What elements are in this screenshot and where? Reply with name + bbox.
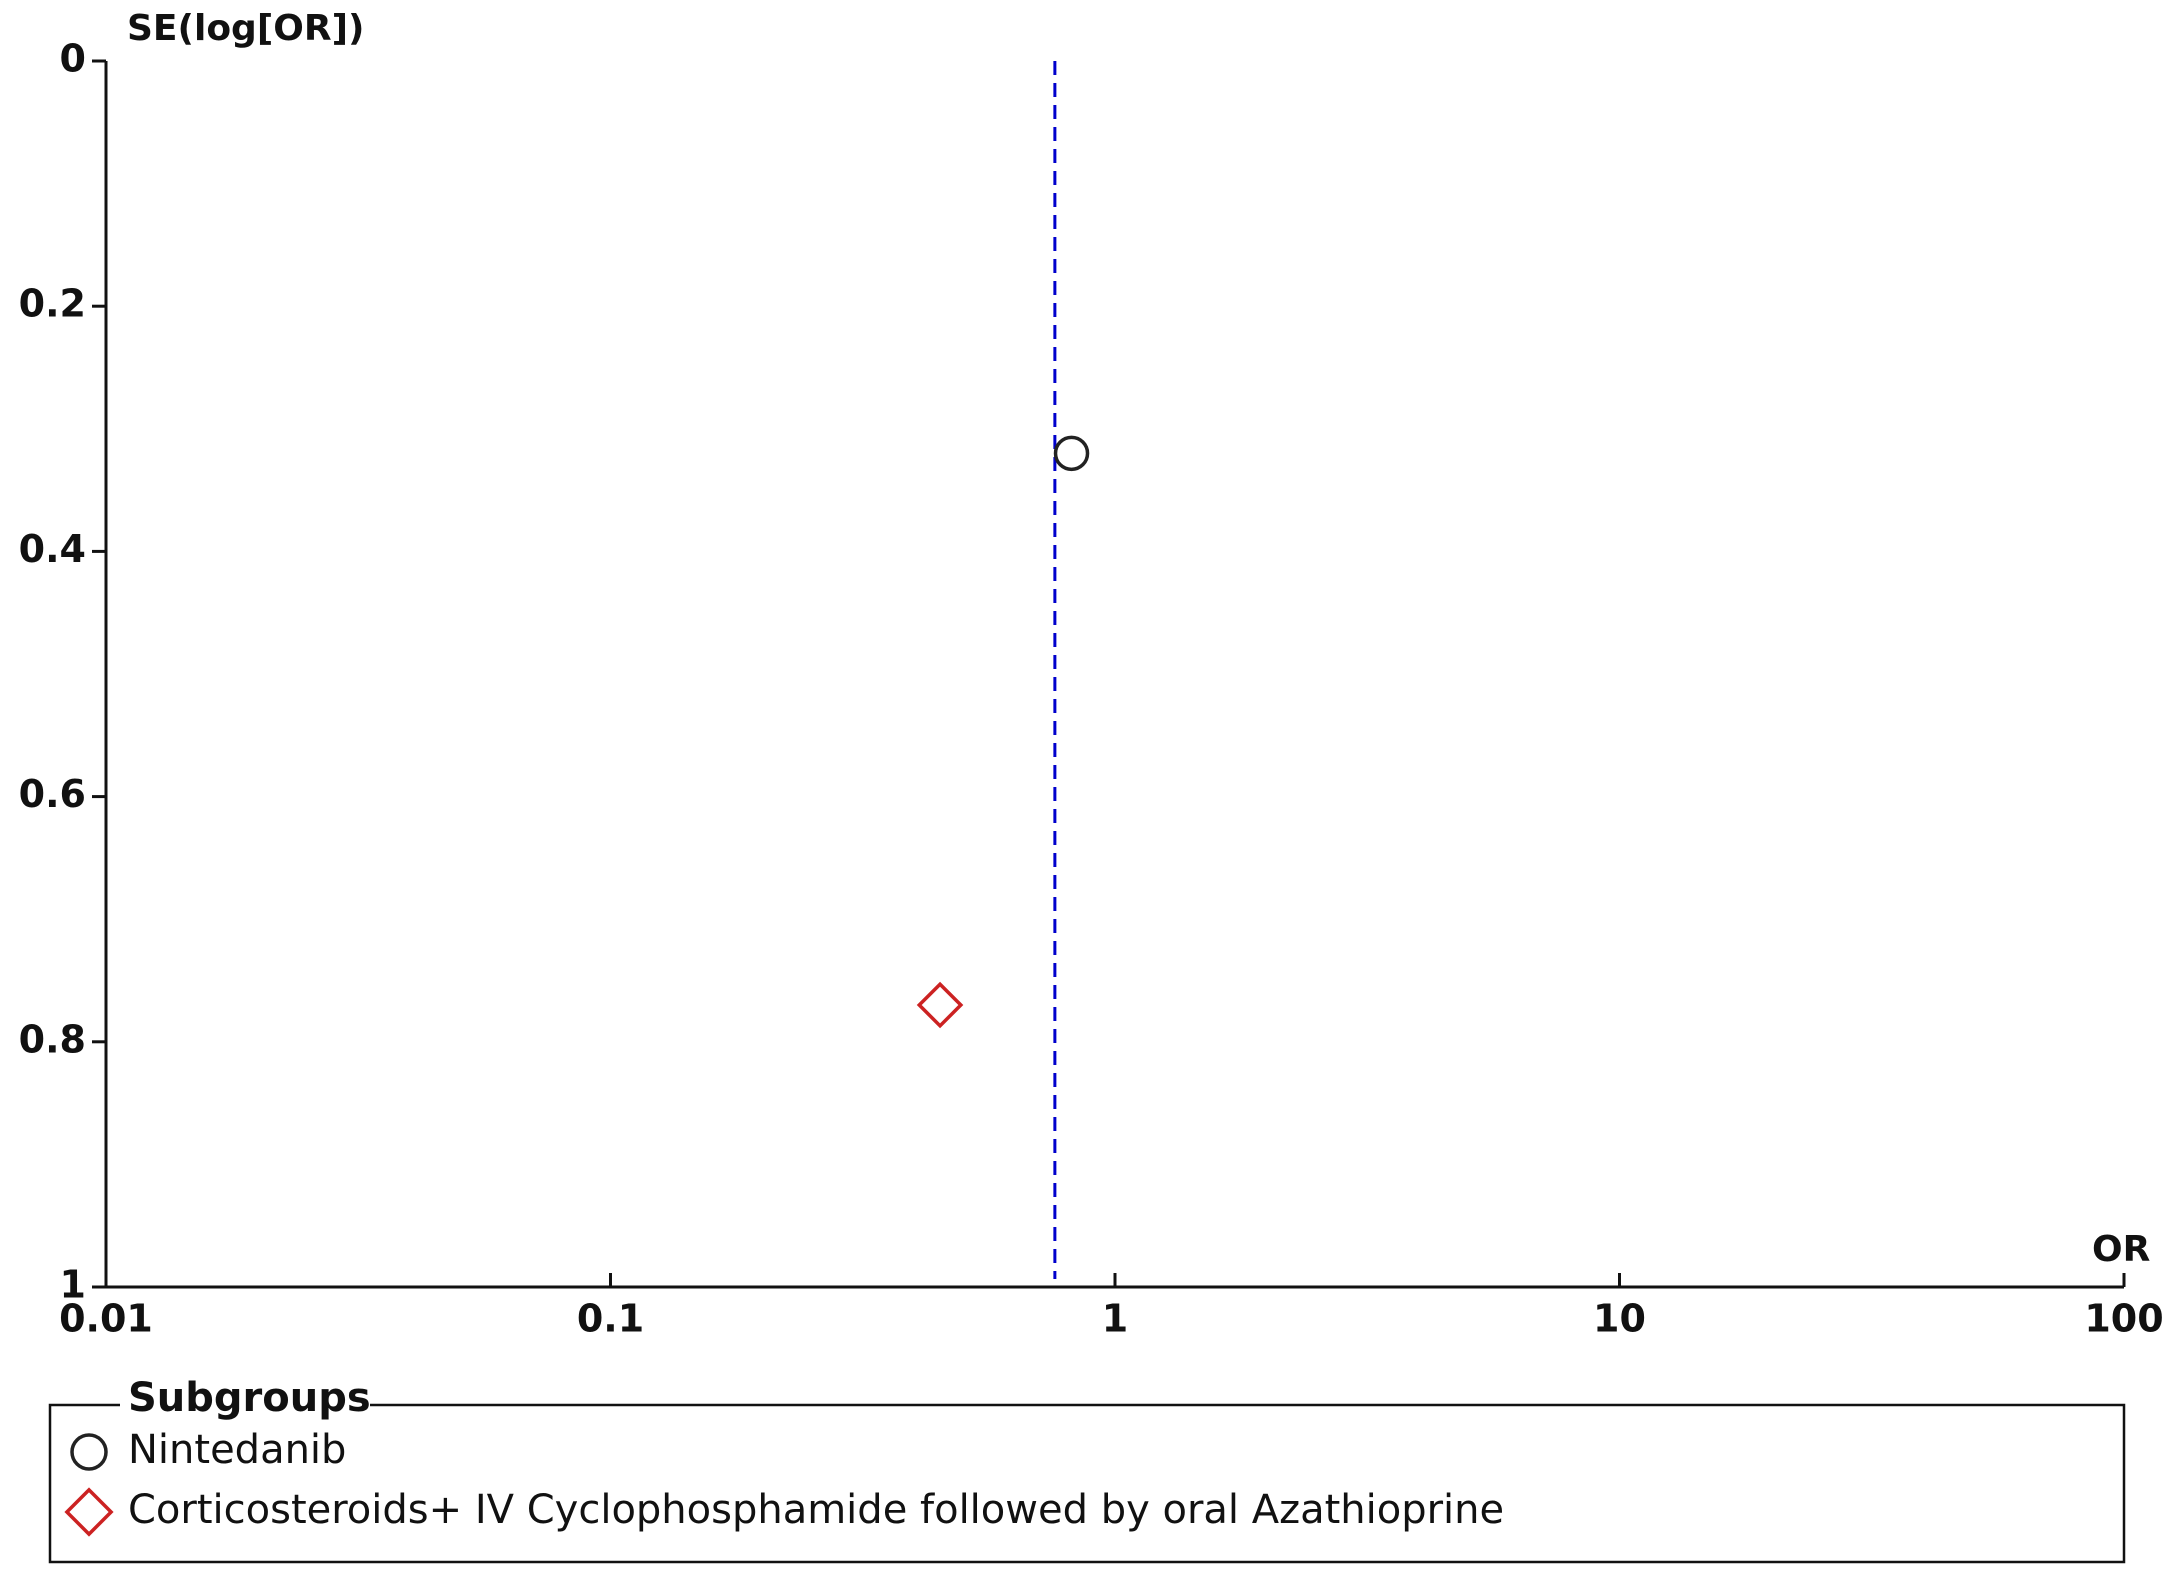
data-point (916, 981, 964, 1029)
y-tick-label: 1 (60, 1263, 86, 1307)
y-tick-label: 0 (60, 37, 86, 81)
x-axis-label: OR (2092, 1229, 2150, 1270)
data-point (1053, 435, 1090, 472)
legend-box (48, 1403, 2126, 1564)
legend-marker (64, 1487, 114, 1537)
legend-marker (70, 1433, 108, 1471)
x-tick-label: 10 (1593, 1297, 1646, 1341)
y-axis-label: SE(log[OR]) (127, 8, 365, 49)
y-tick-label: 0.8 (19, 1017, 86, 1061)
y-tick-label: 0.4 (19, 527, 86, 571)
legend-label: Corticosteroids+ IV Cyclophosphamide fol… (128, 1487, 1504, 1533)
x-tick-label: 0.1 (577, 1297, 644, 1341)
x-tick-label: 0.01 (59, 1297, 153, 1341)
legend-title-bg (120, 1378, 370, 1422)
y-tick-label: 0.2 (19, 282, 86, 326)
x-tick-label: 1 (1102, 1297, 1128, 1341)
legend-title: Subgroups (128, 1375, 371, 1421)
y-tick-label: 0.6 (19, 772, 86, 816)
legend-label: Nintedanib (128, 1427, 346, 1473)
x-tick-label: 100 (2084, 1297, 2163, 1341)
